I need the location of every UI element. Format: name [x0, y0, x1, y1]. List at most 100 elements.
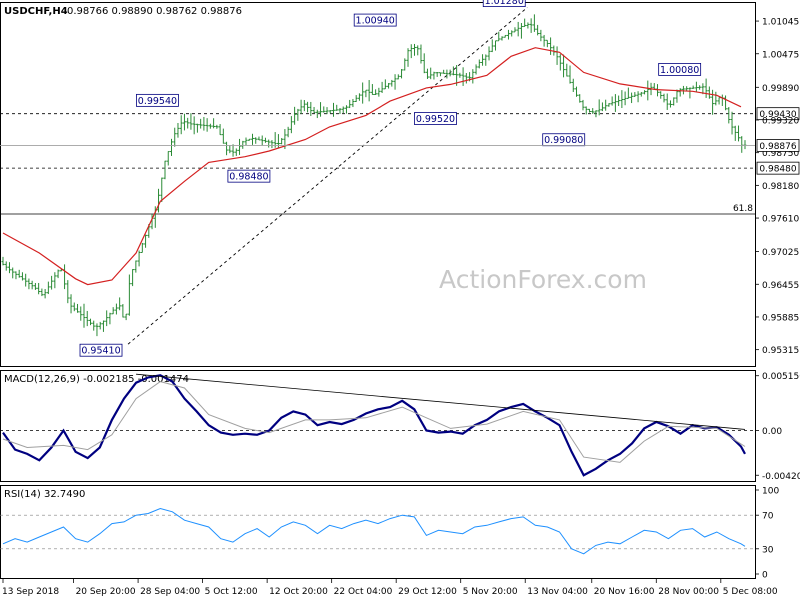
- price-bar: [474, 64, 478, 75]
- y-tick-label: 0.97610: [762, 215, 799, 225]
- y-tick-label: 0.97025: [762, 248, 799, 258]
- price-bar: [325, 107, 329, 115]
- price-bar: [529, 18, 533, 33]
- price-bar: [442, 69, 446, 74]
- price-bar: [610, 96, 614, 106]
- price-bar: [591, 108, 595, 114]
- price-bar: [231, 144, 235, 157]
- price-bar: [40, 288, 44, 297]
- price-bar: [192, 116, 196, 135]
- price-bar: [458, 72, 462, 78]
- rsi-panel-frame: [0, 485, 756, 579]
- annotation-0.98480: 0.98480: [227, 169, 271, 183]
- price-bar: [571, 78, 575, 93]
- y-tick-label: 70: [762, 512, 774, 522]
- price-bar: [127, 274, 131, 316]
- price-bar: [416, 45, 420, 56]
- price-bar: [665, 93, 669, 110]
- price-bar: [516, 21, 520, 37]
- price-bar: [532, 14, 536, 32]
- price-bar: [727, 106, 731, 124]
- price-bar: [646, 80, 650, 101]
- y-tick-label: 1.00475: [762, 50, 799, 60]
- price-bar: [370, 84, 374, 95]
- y-tick-label: 30: [762, 545, 774, 555]
- x-tick-label: 22 Oct 04:00: [334, 587, 393, 597]
- price-bar: [584, 106, 588, 115]
- price-bar: [121, 304, 125, 318]
- price-bar: [503, 34, 507, 38]
- annotation-text: 1.00940: [356, 16, 395, 27]
- rsi-line: [2, 507, 746, 555]
- price-bar: [435, 71, 439, 77]
- price-bar: [157, 188, 161, 213]
- price-y-axis: 1.01045 1.00475 0.99890 0.99320 0.98750 0.981…: [0, 18, 799, 356]
- price-bar: [678, 88, 682, 97]
- x-tick-label: 28 Nov 00:00: [658, 587, 719, 597]
- price-bar: [704, 78, 708, 98]
- rsi-line: [0, 507, 755, 555]
- rsi-title: RSI(14) 32.7490: [4, 489, 85, 500]
- fib-label: 61.8: [733, 204, 753, 214]
- price-bar: [694, 81, 698, 92]
- x-tick-label: 28 Sep 04:00: [140, 587, 200, 597]
- price-bar: [221, 128, 225, 144]
- y-tick-label: 0: [762, 571, 768, 581]
- price-bar: [299, 99, 303, 115]
- price-bar: [328, 110, 332, 114]
- price-bar: [296, 108, 300, 121]
- y-tick-label: 0.00: [762, 427, 782, 437]
- price-bar: [643, 90, 647, 95]
- price-bar: [225, 141, 229, 156]
- price-bar: [79, 306, 83, 321]
- price-bar: [276, 134, 280, 149]
- price-bar: [717, 97, 721, 105]
- price-bar: [24, 273, 28, 287]
- price-bar: [215, 124, 219, 129]
- price-bar: [108, 312, 112, 325]
- price-bar: [315, 109, 319, 119]
- price-bar: [714, 91, 718, 106]
- price-bar: [124, 313, 128, 321]
- price-bar: [461, 67, 465, 86]
- price-bar: [205, 118, 209, 132]
- level-label-box: [756, 107, 800, 121]
- price-bar: [160, 177, 164, 202]
- current-price-text: 0.98876: [759, 142, 796, 152]
- price-bar: [101, 320, 105, 332]
- price-bar: [626, 87, 630, 99]
- price-bar: [730, 111, 734, 135]
- level-label-text: 0.98480: [759, 165, 796, 175]
- price-bar: [88, 318, 92, 326]
- price-bar: [587, 108, 591, 113]
- y-tick-label: 0.95315: [762, 346, 799, 356]
- price-bar: [549, 37, 553, 55]
- price-bar: [662, 93, 666, 103]
- y-tick-label: 0.99890: [762, 84, 799, 94]
- price-bar: [409, 44, 413, 59]
- price-bar: [257, 136, 261, 141]
- price-bar: [668, 100, 672, 108]
- macd-title: MACD(12,26,9) -0.002185 -0.001474: [4, 374, 189, 385]
- price-bar: [293, 106, 297, 125]
- price-bar: [280, 138, 284, 145]
- annotation-box: [136, 93, 179, 107]
- x-tick-label: 5 Oct 12:00: [205, 587, 258, 597]
- price-bar: [675, 89, 679, 103]
- price-bar: [263, 137, 267, 143]
- annotation-box: [482, 0, 526, 7]
- price-bar: [604, 99, 608, 111]
- price-bar: [506, 29, 510, 40]
- x-axis: 13 Sep 2018 20 Sep 20:00 28 Sep 04:00 5 Oct…: [2, 578, 778, 597]
- price-bar: [27, 278, 31, 290]
- price-bar: [419, 44, 423, 64]
- annotation-0.99080: 0.99080: [542, 133, 586, 146]
- price-bar: [309, 101, 313, 116]
- level-label-box: [756, 161, 800, 175]
- price-bar: [562, 54, 566, 78]
- annotation-0.99520: 0.99520: [414, 112, 457, 125]
- annotation-1.00080: 1.00080: [658, 63, 702, 76]
- y-tick-label: 0.96455: [762, 281, 799, 291]
- price-bar: [131, 269, 135, 287]
- price-bar: [163, 160, 167, 180]
